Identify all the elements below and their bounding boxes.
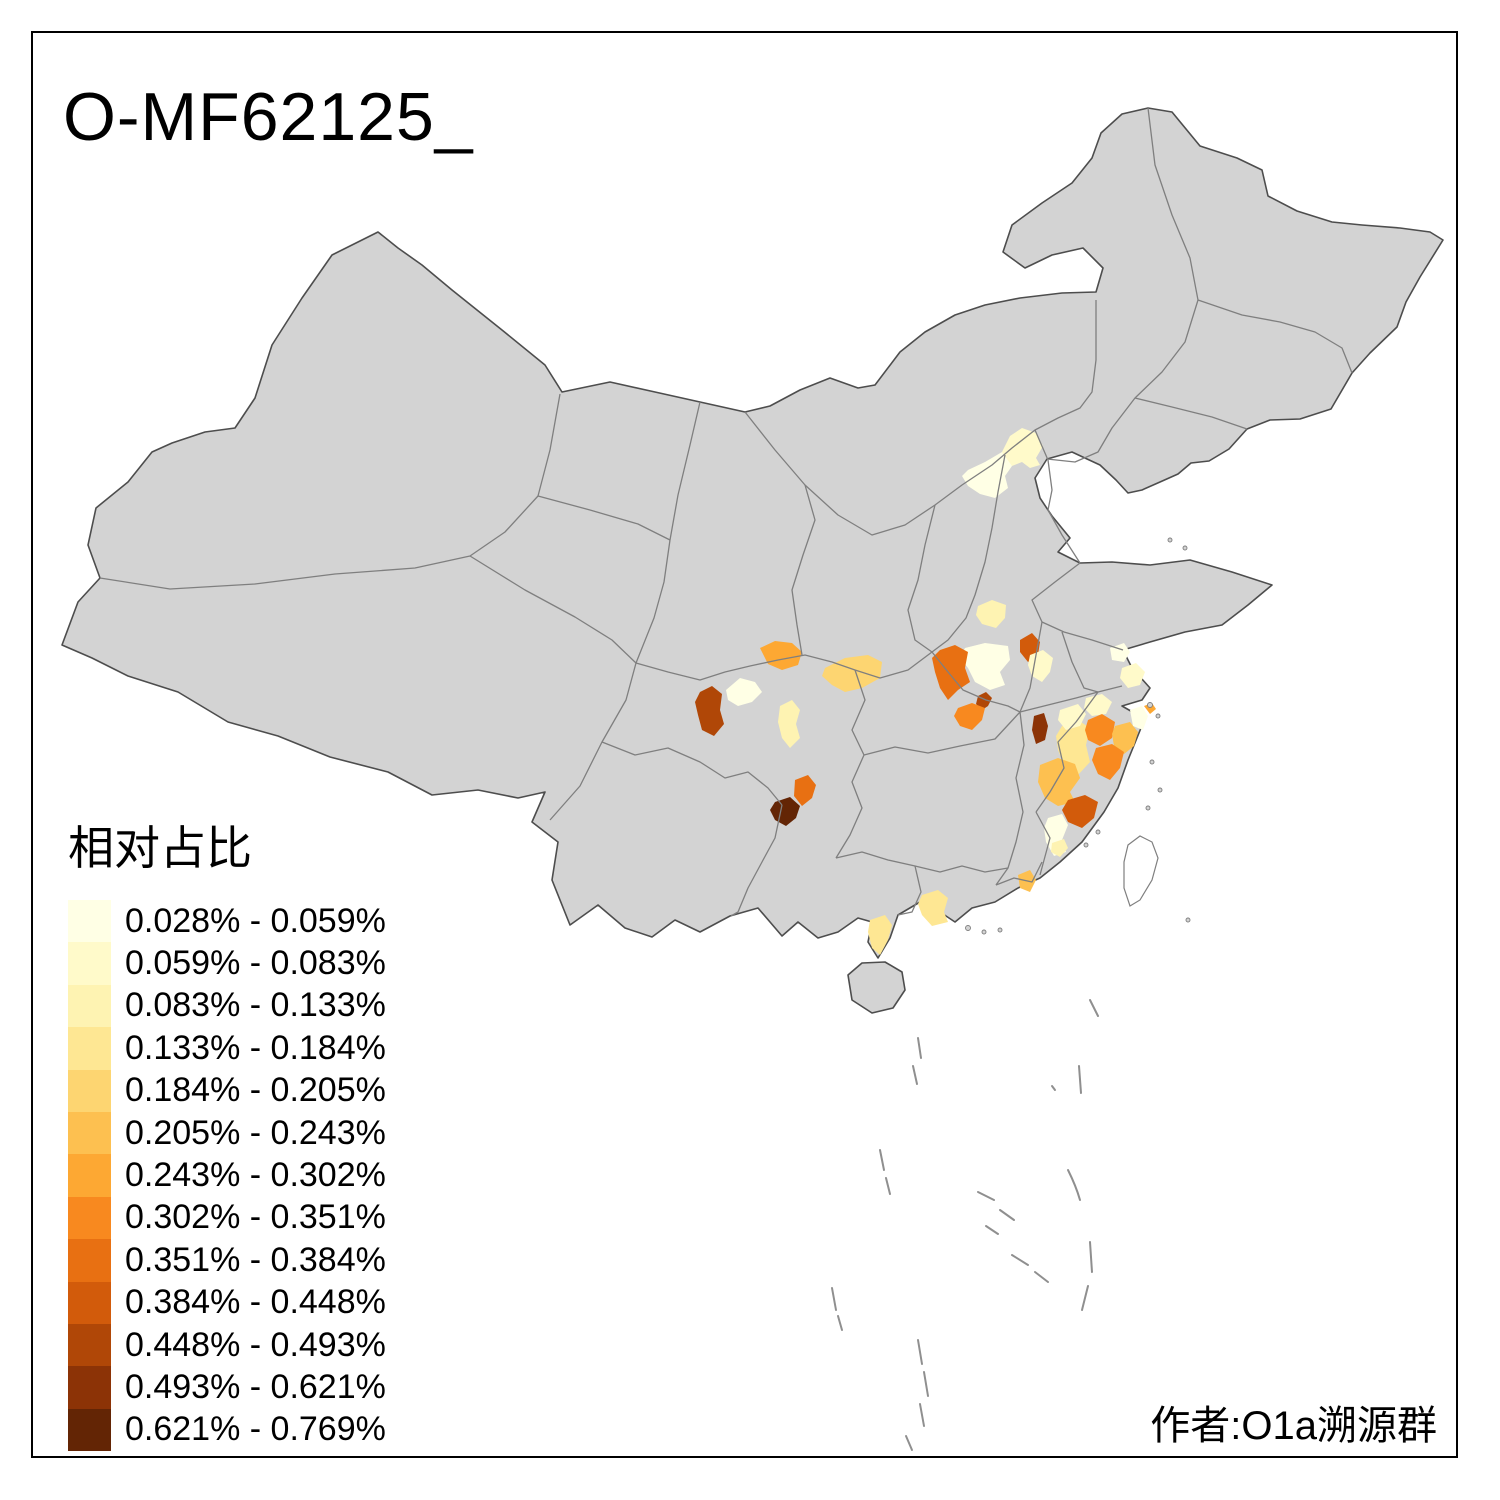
map-region — [1112, 722, 1138, 754]
legend-label: 0.059% - 0.083% — [125, 944, 386, 983]
map-region — [1028, 650, 1053, 682]
legend-row: 0.059% - 0.083% — [68, 942, 386, 985]
attribution: 作者:O1a溯源群 — [1150, 1404, 1437, 1448]
page-title: O-MF62125_ — [63, 79, 474, 155]
legend-swatch — [68, 900, 111, 943]
hainan-island — [847, 961, 906, 1014]
legend-label: 0.133% - 0.184% — [125, 1028, 386, 1067]
map-region — [1144, 703, 1156, 714]
south-china-sea-islands — [831, 999, 1099, 1451]
legend: 相对占比 0.028% - 0.059% 0.059% - 0.083% 0.083… — [68, 812, 386, 1452]
legend-swatch — [68, 1281, 111, 1324]
legend-row: 0.243% - 0.302% — [68, 1154, 386, 1197]
map-region — [976, 692, 992, 710]
highlighted-regions — [695, 428, 1156, 955]
legend-label: 0.448% - 0.493% — [125, 1325, 386, 1364]
legend-swatch — [68, 1111, 111, 1155]
legend-swatch — [68, 1196, 111, 1240]
legend-swatch — [68, 1408, 111, 1452]
legend-swatch — [68, 1323, 111, 1367]
legend-swatch — [68, 1027, 111, 1070]
legend-label: 0.205% - 0.243% — [125, 1113, 386, 1152]
map-region — [1084, 694, 1112, 716]
legend-title: 相对占比 — [68, 822, 252, 874]
legend-rows: 0.028% - 0.059% 0.059% - 0.083% 0.083% - 0… — [68, 900, 386, 1452]
legend-label: 0.351% - 0.384% — [125, 1240, 386, 1279]
map-region — [1120, 663, 1145, 688]
china-mainland — [61, 107, 1444, 959]
legend-row: 0.621% - 0.769% — [68, 1408, 386, 1452]
legend-row: 0.205% - 0.243% — [68, 1111, 386, 1155]
plot-frame — [31, 31, 1458, 1458]
legend-label: 0.493% - 0.621% — [125, 1367, 386, 1406]
legend-row: 0.351% - 0.384% — [68, 1239, 386, 1282]
legend-row: 0.184% - 0.205% — [68, 1069, 386, 1112]
map-region — [1002, 428, 1043, 468]
legend-swatch — [68, 942, 111, 985]
map-region — [976, 600, 1006, 628]
map-region — [1092, 744, 1124, 780]
legend-label: 0.302% - 0.351% — [125, 1198, 386, 1237]
legend-label: 0.083% - 0.133% — [125, 986, 386, 1025]
map-region — [918, 890, 948, 926]
map-region — [778, 700, 800, 748]
legend-label: 0.384% - 0.448% — [125, 1283, 386, 1322]
legend-row: 0.448% - 0.493% — [68, 1323, 386, 1367]
legend-row: 0.302% - 0.351% — [68, 1196, 386, 1240]
legend-row: 0.083% - 0.133% — [68, 984, 386, 1028]
map-region — [1051, 839, 1068, 857]
map-region — [960, 643, 1010, 690]
map-region — [1058, 704, 1086, 730]
legend-label: 0.028% - 0.059% — [125, 901, 386, 940]
legend-label: 0.184% - 0.205% — [125, 1071, 386, 1110]
legend-swatch — [68, 984, 111, 1028]
map-region — [1130, 706, 1148, 730]
legend-swatch — [68, 1069, 111, 1112]
legend-swatch — [68, 1154, 111, 1197]
map-region — [868, 915, 892, 955]
map-region — [695, 686, 724, 736]
legend-row: 0.493% - 0.621% — [68, 1366, 386, 1409]
legend-label: 0.243% - 0.302% — [125, 1156, 386, 1195]
taiwan-island — [1123, 835, 1159, 907]
legend-row: 0.028% - 0.059% — [68, 900, 386, 943]
map-region — [794, 775, 816, 806]
legend-row: 0.133% - 0.184% — [68, 1027, 386, 1070]
legend-swatch — [68, 1366, 111, 1409]
legend-swatch — [68, 1239, 111, 1282]
map-region — [760, 641, 802, 670]
legend-row: 0.384% - 0.448% — [68, 1281, 386, 1324]
map-region — [1085, 714, 1115, 746]
map-region — [1032, 713, 1048, 744]
map-region — [954, 703, 985, 730]
coastal-islands — [965, 537, 1191, 935]
map-region — [1062, 795, 1098, 828]
map-region — [726, 678, 762, 706]
legend-label: 0.621% - 0.769% — [125, 1410, 386, 1449]
map-region — [770, 797, 800, 826]
province-borders — [99, 107, 1353, 917]
